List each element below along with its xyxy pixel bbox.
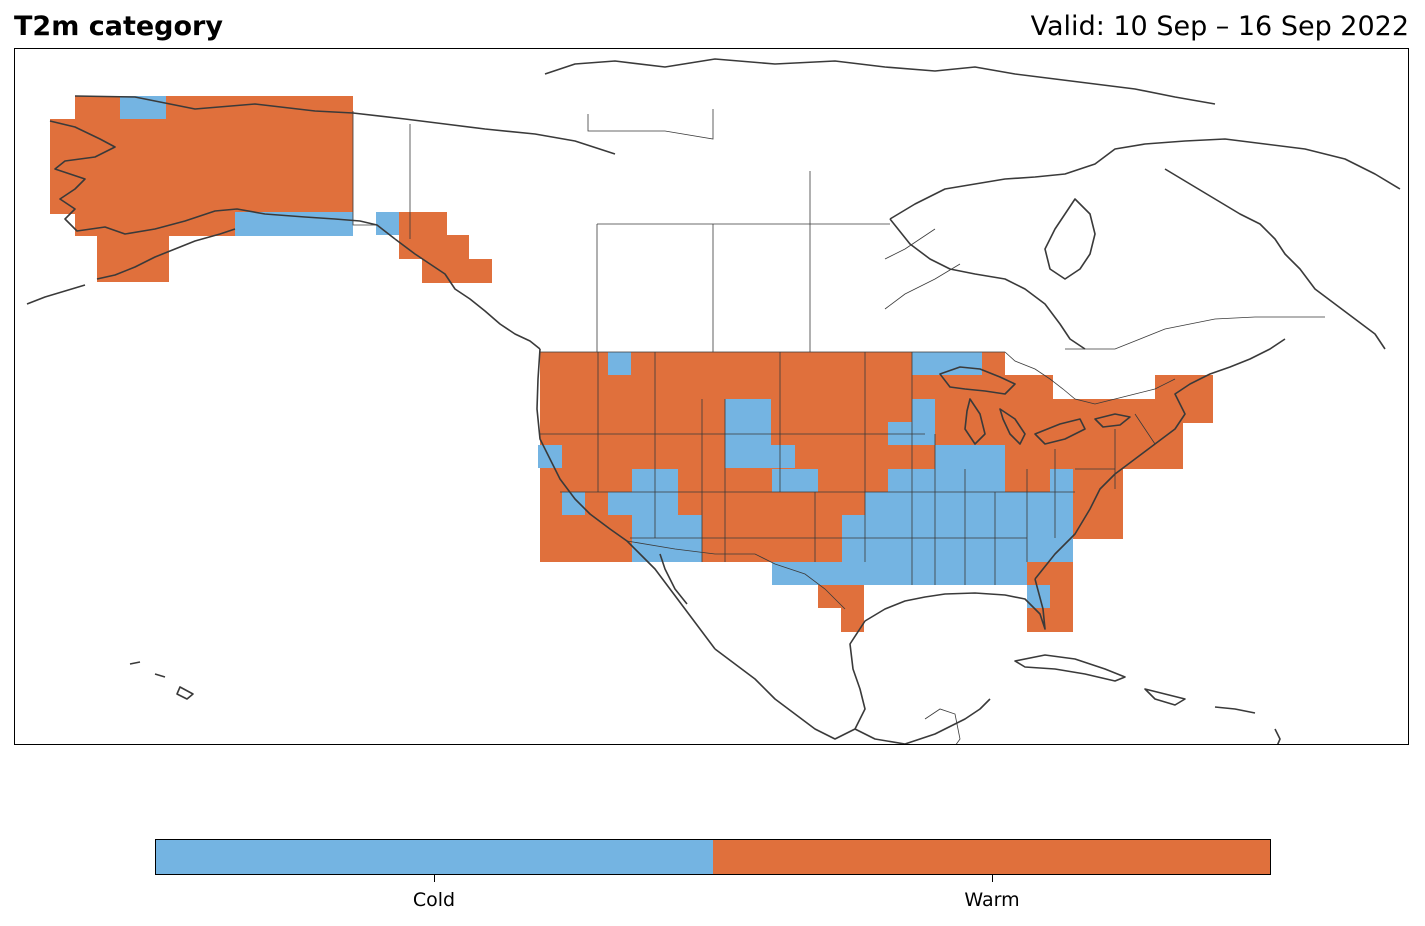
- category-cell-warm: [702, 492, 842, 562]
- colorbar-tick-cold: [434, 875, 435, 882]
- colorbar-label-cold: Cold: [412, 889, 456, 911]
- colorbar-segment-warm: [713, 840, 1270, 874]
- category-cell-cold: [1027, 585, 1050, 608]
- colorbar-segment-cold: [156, 840, 713, 874]
- t2m-category-map: [26, 58, 1401, 744]
- category-cell-cold: [935, 445, 1005, 492]
- category-cell-cold: [608, 352, 631, 375]
- category-cell-cold: [538, 445, 562, 468]
- political-borders: [352, 109, 1325, 744]
- category-cell-cold: [562, 492, 585, 515]
- category-cell-cold: [888, 469, 935, 492]
- colorbar: [155, 839, 1271, 875]
- category-cell-warm: [97, 234, 169, 282]
- category-cell-warm: [50, 119, 80, 214]
- category-cell-cold: [888, 422, 912, 445]
- category-cell-cold: [376, 212, 399, 235]
- map-panel: [14, 48, 1409, 745]
- category-cell-warm: [841, 585, 864, 632]
- category-cell-warm: [422, 259, 492, 283]
- category-cell-cold: [912, 352, 982, 375]
- category-cell-cold: [1050, 469, 1073, 492]
- category-cell-warm: [399, 212, 447, 235]
- category-cell-warm: [1073, 469, 1123, 539]
- category-cell-cold: [725, 445, 795, 468]
- colorbar-label-warm: Warm: [964, 889, 1020, 911]
- category-cell-cold: [912, 399, 935, 445]
- category-cell-cold: [120, 96, 166, 119]
- category-cells: [50, 96, 1213, 632]
- coastlines: [26, 58, 1401, 744]
- colorbar-tick-warm: [992, 875, 993, 882]
- valid-period: Valid: 10 Sep – 16 Sep 2022: [1030, 11, 1409, 42]
- category-cell-cold: [655, 538, 702, 562]
- category-cell-cold: [725, 399, 771, 445]
- map-title: T2m category: [14, 11, 223, 42]
- category-cell-cold: [772, 562, 842, 585]
- category-cell-cold: [865, 562, 1027, 585]
- category-cell-cold: [772, 469, 818, 492]
- category-cell-warm: [399, 235, 469, 259]
